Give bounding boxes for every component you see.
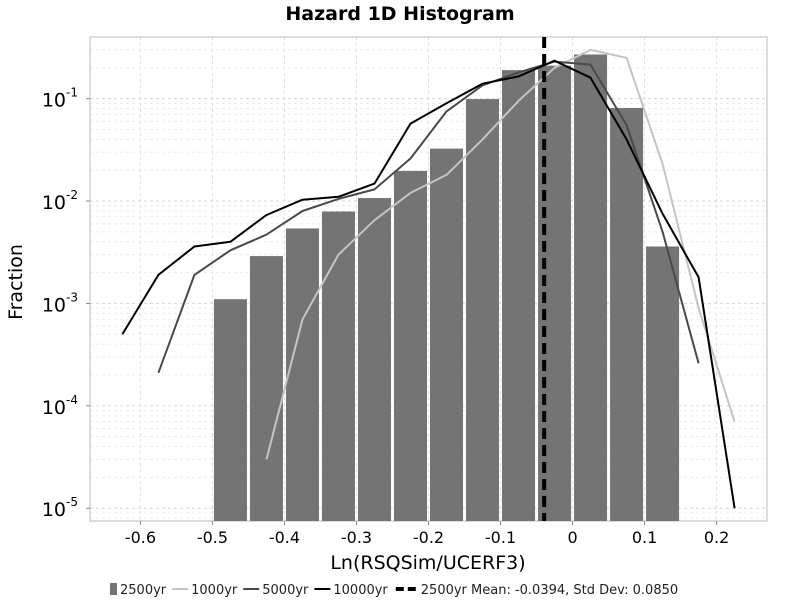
histogram-bar [610,108,644,521]
histogram-bar [393,170,427,521]
x-tick-label: 0.2 [704,528,729,547]
histogram-bar [430,148,464,521]
y-tick-label: 10-5 [42,495,78,521]
y-tick-label: 10-2 [42,188,78,214]
histogram-bar [646,246,680,521]
legend-label-1000yr: 1000yr [191,583,238,598]
histogram-bar [249,256,283,521]
series-line-1000yr [265,48,736,460]
y-tick-label: 10-3 [42,290,78,316]
chart-title: Hazard 1D Histogram [285,3,514,25]
y-axis-ticks: 10-5 10-4 10-3 10-2 10-1 [42,86,90,521]
y-tick-label: 10-1 [42,86,78,112]
legend-label-mean: 2500yr Mean: -0.0394, Std Dev: 0.0850 [421,583,678,598]
x-tick-label: 0 [567,528,577,547]
legend-label-2500yr: 2500yr [120,583,167,598]
x-tick-label: 0.1 [632,528,657,547]
histogram-bar [574,54,608,521]
histogram-bar [502,70,536,521]
x-tick-label: -0.2 [413,528,444,547]
series-lines [121,48,736,509]
y-axis-title: Fraction [5,244,27,320]
x-tick-label: -0.1 [485,528,516,547]
legend-label-10000yr: 10000yr [333,583,388,598]
histogram-bar [466,99,500,522]
histogram-bar [357,198,391,522]
y-tick-label: 10-4 [42,393,78,419]
histogram-bar [213,299,247,521]
x-axis-title: Ln(RSQSim/UCERF3) [330,552,525,574]
legend-swatch-bar [110,583,117,595]
histogram-bar [285,228,319,521]
x-axis-ticks: -0.6 -0.5 -0.4 -0.3 -0.2 -0.1 0 0.1 0.2 [125,521,729,547]
histogram-bar [321,211,355,521]
x-tick-label: -0.4 [269,528,300,547]
x-tick-label: -0.3 [341,528,372,547]
legend: 2500yr 1000yr 5000yr 10000yr 2500yr Mean: -0… [110,583,678,598]
legend-label-5000yr: 5000yr [262,583,309,598]
series-line-10000yr [121,59,736,509]
histogram-bars [213,54,680,522]
series-line-5000yr [157,60,700,374]
x-tick-label: -0.5 [197,528,228,547]
x-tick-label: -0.6 [125,528,156,547]
